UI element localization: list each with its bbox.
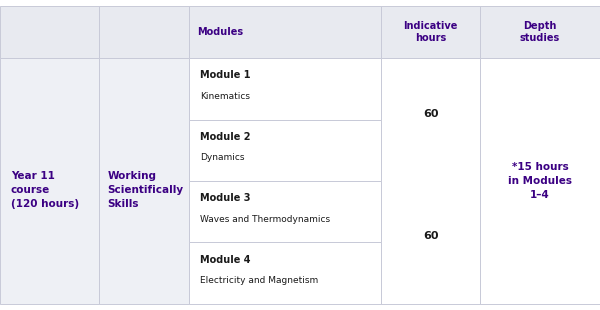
Bar xyxy=(480,58,600,304)
Bar xyxy=(189,6,381,58)
Bar xyxy=(0,58,99,304)
Bar xyxy=(381,58,480,304)
Text: Module 1: Module 1 xyxy=(200,70,250,81)
Text: 60: 60 xyxy=(423,231,438,241)
Bar xyxy=(99,6,189,58)
Text: Indicative
hours: Indicative hours xyxy=(403,21,458,43)
Text: *15 hours
in Modules
1–4: *15 hours in Modules 1–4 xyxy=(508,162,572,200)
Bar xyxy=(0,6,99,58)
Text: Waves and Thermodynamics: Waves and Thermodynamics xyxy=(200,215,330,224)
Text: Year 11
course
(120 hours): Year 11 course (120 hours) xyxy=(11,171,79,209)
Text: Module 4: Module 4 xyxy=(200,255,250,265)
Text: Working
Scientifically
Skills: Working Scientifically Skills xyxy=(107,171,184,209)
Bar xyxy=(480,6,600,58)
Text: Dynamics: Dynamics xyxy=(200,153,244,162)
Bar xyxy=(381,6,480,58)
Text: Electricity and Magnetism: Electricity and Magnetism xyxy=(200,276,318,285)
Bar xyxy=(189,181,381,242)
Text: Modules: Modules xyxy=(197,27,244,37)
Bar xyxy=(189,120,381,181)
Bar xyxy=(189,58,381,120)
Bar xyxy=(99,58,189,304)
Bar xyxy=(189,242,381,304)
Text: Kinematics: Kinematics xyxy=(200,92,250,101)
Text: Module 3: Module 3 xyxy=(200,193,250,203)
Text: Module 2: Module 2 xyxy=(200,132,250,142)
Text: 60: 60 xyxy=(423,108,438,118)
Text: Depth
studies: Depth studies xyxy=(520,21,560,43)
